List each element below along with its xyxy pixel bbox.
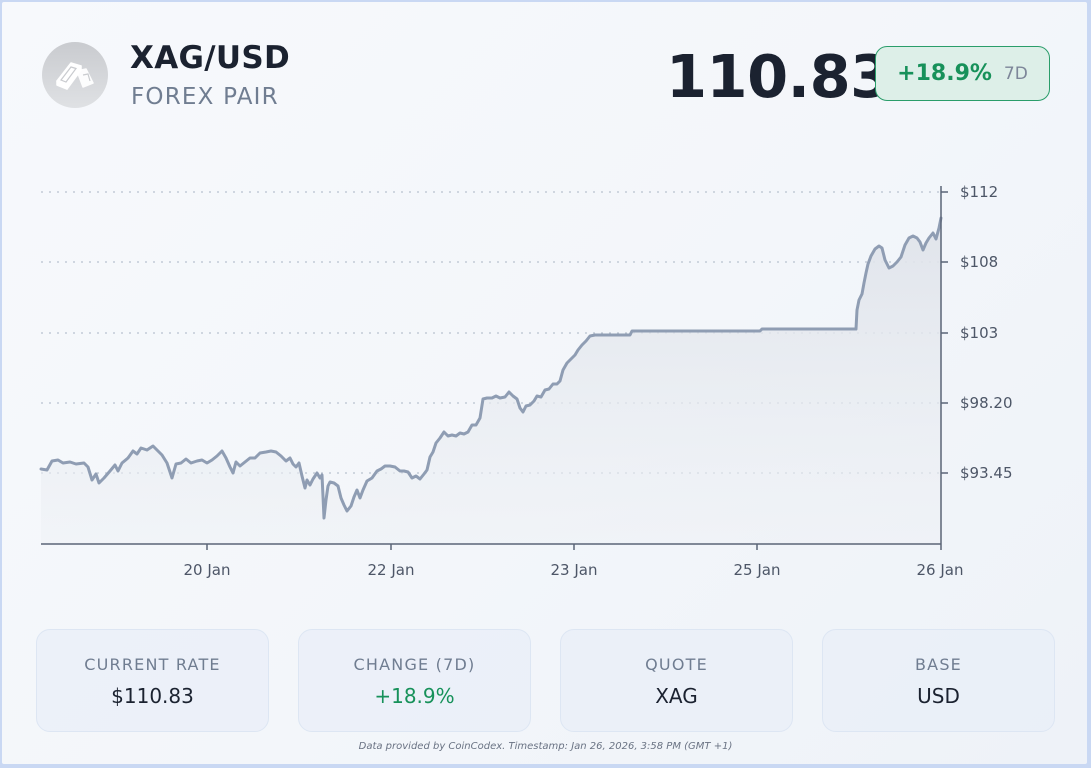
stat-value: $110.83 <box>111 684 194 708</box>
data-attribution: Data provided by CoinCodex. Timestamp: J… <box>358 741 733 752</box>
stat-label: QUOTE <box>645 655 708 674</box>
stat-value: XAG <box>655 684 698 708</box>
x-tick-label: 23 Jan <box>550 561 598 579</box>
y-tick-label: $98.20 <box>960 394 1013 412</box>
stat-value: USD <box>917 684 960 708</box>
y-axis <box>940 186 948 550</box>
stat-card-current-rate: CURRENT RATE $110.83 <box>36 629 269 732</box>
x-axis <box>41 543 941 550</box>
x-tick-label: 26 Jan <box>916 561 964 579</box>
x-tick-label: 22 Jan <box>367 561 415 579</box>
y-tick-label: $103 <box>960 324 999 342</box>
stat-label: BASE <box>915 655 962 674</box>
y-tick-label: $112 <box>960 183 999 201</box>
stat-card-change: CHANGE (7D) +18.9% <box>298 629 531 732</box>
y-tick-label: $108 <box>960 253 999 271</box>
silver-bars-icon <box>42 42 108 108</box>
y-tick-label: $93.45 <box>960 464 1013 482</box>
change-period: 7D <box>1003 63 1028 84</box>
stat-card-base: BASE USD <box>822 629 1055 732</box>
current-price: 110.83 <box>666 42 891 111</box>
stat-card-quote: QUOTE XAG <box>560 629 793 732</box>
price-area <box>41 218 941 544</box>
x-tick-label: 20 Jan <box>183 561 231 579</box>
stat-value: +18.9% <box>374 684 455 708</box>
stat-label: CHANGE (7D) <box>353 655 476 674</box>
pair-subtitle: FOREX PAIR <box>131 84 279 110</box>
change-percent: +18.9% <box>897 61 992 86</box>
pair-title: XAG/USD <box>130 40 290 76</box>
stat-label: CURRENT RATE <box>84 655 221 674</box>
change-badge: +18.9% 7D <box>875 46 1050 101</box>
x-tick-label: 25 Jan <box>733 561 781 579</box>
price-line[interactable] <box>39 216 943 520</box>
